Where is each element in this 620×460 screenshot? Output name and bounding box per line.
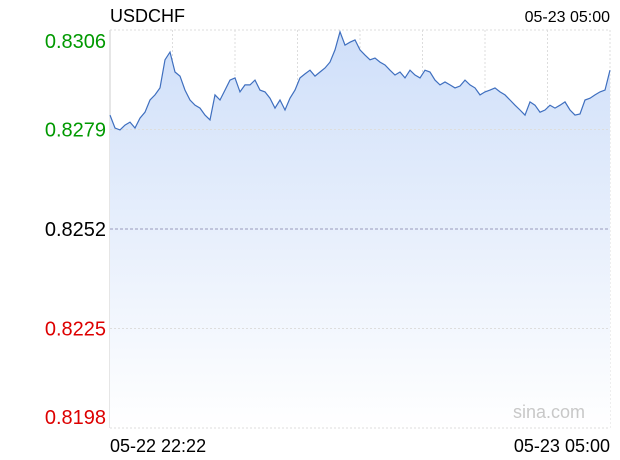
y-tick-label: 0.8306 <box>45 31 106 53</box>
y-tick-label: 0.8198 <box>45 407 106 429</box>
watermark: sina.com <box>513 402 585 422</box>
chart-title: USDCHF <box>110 6 185 26</box>
y-tick-label: 0.8225 <box>45 319 106 341</box>
y-tick-label: 0.8279 <box>45 120 106 142</box>
x-end-label: 05-23 05:00 <box>514 436 610 456</box>
y-tick-label: 0.8252 <box>45 219 106 241</box>
header-time: 05-23 05:00 <box>525 9 611 26</box>
x-start-label: 05-22 22:22 <box>110 436 206 456</box>
price-line <box>109 29 611 131</box>
